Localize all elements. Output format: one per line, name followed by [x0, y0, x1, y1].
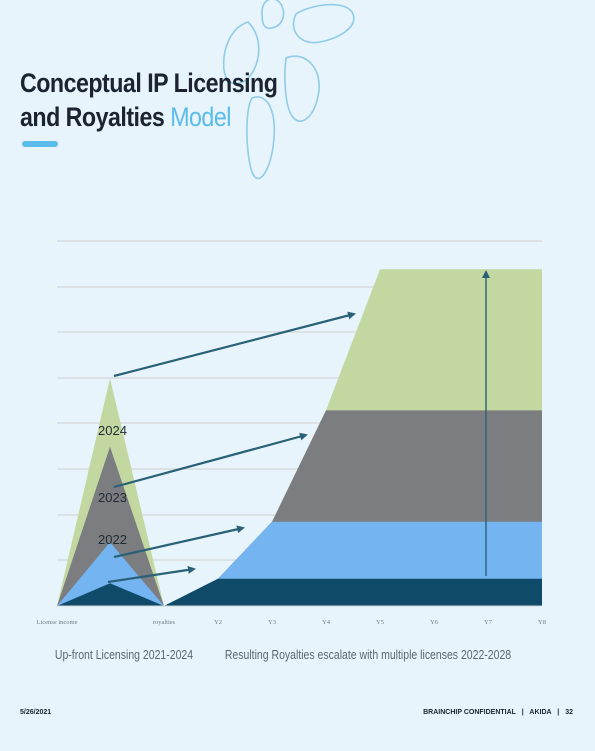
footer-separator-1: |: [521, 709, 524, 716]
x-tick-label-6: Y6: [430, 619, 439, 626]
licensing-layer-gray: [57, 446, 164, 606]
footer-brand: AKIDA: [529, 709, 552, 716]
growth-arrow-0: [107, 565, 196, 584]
licensing-layer-navy: [57, 583, 164, 606]
section-caption-1: Resulting Royalties escalate with multip…: [225, 649, 511, 662]
x-tick-label-7: Y7: [484, 619, 493, 626]
x-tick-label-1: royalties: [153, 619, 176, 626]
footer-separator-2: |: [557, 709, 560, 716]
layer-label-2023: 2023: [98, 490, 127, 505]
footer-info: BRAINCHIP CONFIDENTIAL | AKIDA | 32: [423, 709, 573, 716]
title-line-2: and Royalties Model: [20, 100, 277, 134]
x-tick-label-8: Y8: [538, 619, 546, 626]
x-tick-label-2: Y2: [214, 619, 222, 626]
footer-date: 5/26/2021: [20, 709, 52, 716]
section-caption-0: Up-front Licensing 2021-2024: [55, 649, 194, 662]
title-underline-bar: [22, 141, 58, 147]
title-line-2-prefix: and Royalties: [20, 102, 171, 132]
footer-page-number: 32: [565, 709, 573, 716]
title-line-1: Conceptual IP Licensing: [20, 68, 278, 98]
x-tick-label-4: Y4: [322, 619, 331, 626]
growth-arrow-1: [113, 525, 245, 559]
growth-arrow-2: [113, 432, 308, 489]
title-accent: Model: [170, 102, 231, 132]
x-tick-label-0: License income: [37, 619, 78, 626]
x-tick-label-5: Y5: [376, 619, 384, 626]
x-tick-label-3: Y3: [268, 619, 276, 626]
layer-label-2022: 2022: [98, 532, 127, 547]
royalty-area-navy: [164, 578, 542, 606]
page-title: Conceptual IP Licensing and Royalties Mo…: [20, 66, 278, 134]
footer-confidential: BRAINCHIP CONFIDENTIAL: [423, 709, 516, 716]
growth-arrow-3: [113, 311, 356, 378]
licensing-layer-blue: [57, 542, 164, 606]
layer-label-2024: 2024: [98, 423, 127, 438]
